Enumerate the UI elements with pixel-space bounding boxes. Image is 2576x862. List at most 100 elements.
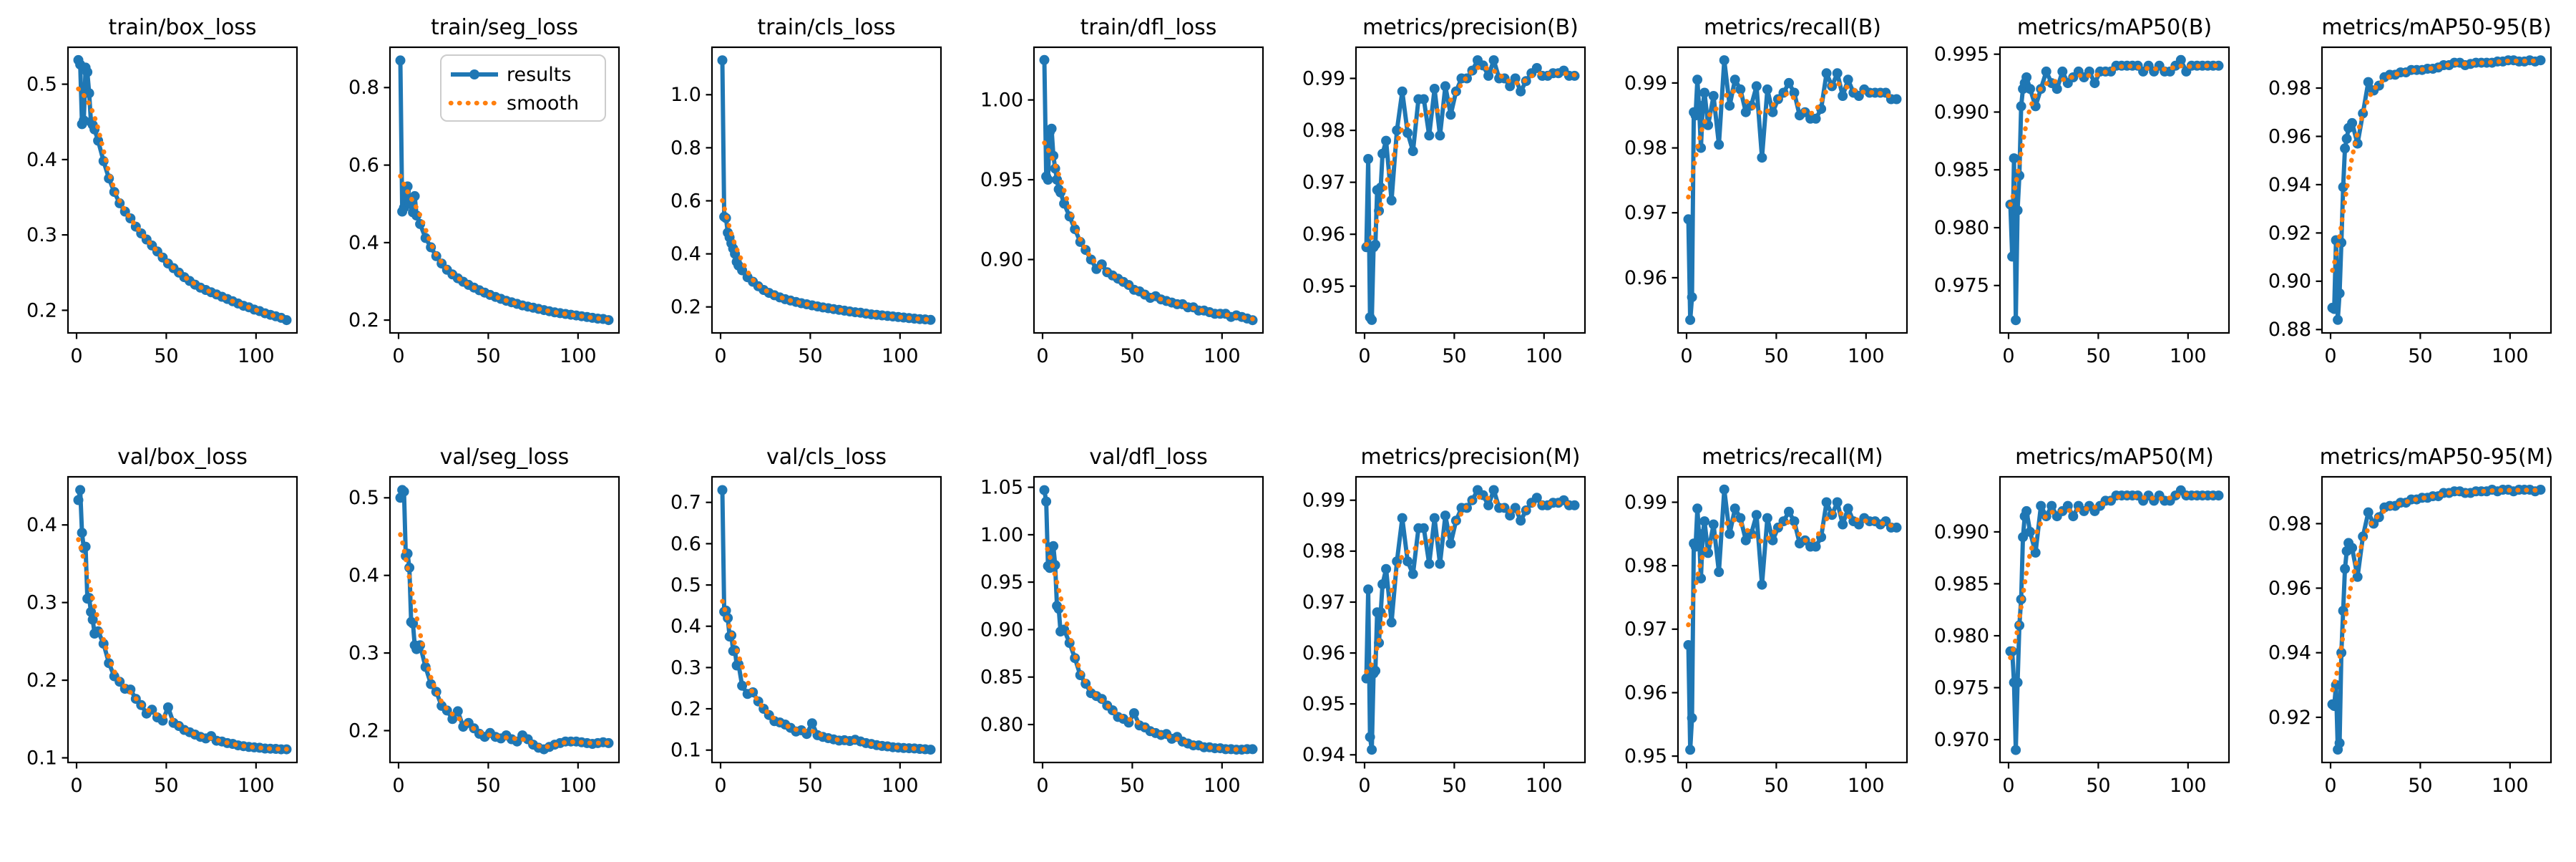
y-tick-label: 0.97 (1624, 202, 1667, 224)
results-marker (1719, 55, 1729, 66)
results-marker (1685, 745, 1696, 755)
legend-smooth-label: smooth (507, 92, 579, 115)
axes-frame (389, 46, 620, 334)
results-marker (925, 314, 936, 325)
results-marker (1407, 146, 1418, 157)
y-tick-label: 0.99 (1302, 67, 1345, 89)
y-tick-label: 1.00 (980, 524, 1023, 546)
x-tick-label: 100 (1204, 345, 1241, 367)
results-line (2010, 488, 2219, 752)
results-marker (395, 55, 406, 66)
y-tick-label: 0.96 (1624, 267, 1667, 289)
results-marker (1569, 500, 1580, 510)
x-tick-label: 100 (1848, 345, 1885, 367)
y-tick-label: 0.96 (1302, 642, 1345, 664)
y-tick-label: 0.3 (26, 224, 57, 246)
results-line (2008, 57, 2219, 323)
x-tick-label: 0 (1036, 775, 1048, 797)
y-tick-label: 0.2 (348, 309, 379, 331)
results-marker (1832, 68, 1843, 79)
chart-train-cls-loss: train/cls_loss 0.2 0.4 0.6 0.8 1.0 0 50 100 (670, 15, 942, 367)
y-tick-label: 0.95 (980, 571, 1023, 594)
subplot-cell: metrics/mAP50(B) 0.975 0.980 0.985 0.990 0.99… (1932, 0, 2254, 430)
results-marker (1361, 673, 1372, 684)
smooth-line (1686, 81, 1899, 200)
y-tick-label: 0.2 (348, 720, 379, 742)
y-tick-label: 0.98 (1624, 555, 1667, 577)
results-marker (1375, 182, 1386, 193)
x-tick-label: 50 (476, 345, 500, 367)
results-marker (1789, 516, 1800, 527)
y-tick-label: 0.975 (1934, 275, 1989, 297)
x-tick-label: 50 (2086, 775, 2110, 797)
axes-frame (1677, 475, 1908, 764)
results-marker (925, 745, 936, 755)
x-tick-label: 0 (1680, 775, 1692, 797)
x-tick-label: 50 (476, 775, 500, 797)
smooth-line (2008, 492, 2221, 660)
results-marker (1729, 74, 1740, 85)
y-tick-label: 0.92 (2268, 222, 2311, 244)
results-line (1364, 488, 1575, 752)
axes-frame (1999, 46, 2230, 334)
results-marker (1516, 86, 1526, 97)
results-marker (1531, 63, 1542, 73)
chart-metrics-recall-M-: metrics/recall(M) 0.95 0.96 0.97 0.98 0.99 0 50… (1624, 445, 1908, 797)
results-marker (2352, 571, 2363, 582)
x-tick-label: 0 (1036, 345, 1048, 367)
results-marker (2347, 117, 2358, 128)
y-tick-label: 0.97 (1624, 619, 1667, 641)
x-tick-label: 100 (1526, 345, 1563, 367)
chart-title: val/dfl_loss (1089, 445, 1207, 470)
subplot-cell: train/seg_loss 0.2 0.4 0.6 0.8 0 50 100 results s… (322, 0, 644, 430)
results-marker (1821, 497, 1832, 508)
results-marker (399, 486, 409, 497)
y-tick-label: 0.88 (2268, 319, 2311, 341)
x-tick-label: 50 (798, 775, 822, 797)
y-tick-label: 0.980 (1934, 625, 1989, 647)
y-tick-label: 1.00 (980, 89, 1023, 112)
results-marker (2030, 547, 2041, 558)
results-line (1042, 59, 1254, 323)
results-marker (2012, 205, 2023, 216)
results-marker (1247, 744, 1258, 755)
y-tick-label: 0.985 (1934, 573, 1989, 595)
y-tick-label: 0.4 (348, 232, 379, 254)
subplot-cell: val/seg_loss 0.2 0.3 0.4 0.5 0 50 100 (322, 430, 644, 859)
y-tick-label: 0.2 (670, 296, 701, 319)
results-marker (1363, 154, 1374, 164)
results-marker (1789, 87, 1800, 98)
subplot-cell: metrics/precision(M) 0.94 0.95 0.96 0.97 0.98… (1288, 430, 1610, 859)
results-line (1364, 58, 1575, 322)
x-tick-label: 0 (392, 345, 404, 367)
y-tick-label: 0.5 (670, 574, 701, 596)
results-marker (1424, 130, 1435, 141)
results-marker (1377, 579, 1388, 590)
results-marker (1367, 745, 1377, 755)
results-marker (1440, 81, 1450, 92)
y-tick-label: 0.96 (2268, 125, 2311, 147)
y-tick-label: 0.95 (1302, 276, 1345, 298)
results-marker (408, 618, 419, 629)
y-tick-label: 0.8 (670, 137, 701, 159)
y-tick-label: 0.98 (1624, 137, 1667, 160)
results-marker (1697, 528, 1708, 539)
results-marker (1685, 314, 1696, 325)
results-marker (1429, 513, 1440, 523)
results-marker (2329, 701, 2340, 712)
results-marker (2363, 77, 2373, 87)
chart-title: metrics/recall(M) (1702, 445, 1883, 470)
y-tick-label: 0.99 (1624, 72, 1667, 95)
results-marker (2068, 511, 2079, 522)
results-marker (1697, 100, 1708, 111)
y-tick-label: 0.1 (26, 747, 57, 769)
y-tick-label: 0.98 (2268, 77, 2311, 100)
y-tick-label: 0.90 (980, 248, 1023, 271)
results-marker (1516, 515, 1526, 526)
results-marker (162, 702, 173, 712)
results-marker (2334, 288, 2345, 299)
y-tick-label: 0.980 (1934, 217, 1989, 239)
results-marker (2021, 505, 2032, 516)
axes-frame (1355, 46, 1586, 334)
y-tick-label: 0.95 (1624, 745, 1667, 767)
